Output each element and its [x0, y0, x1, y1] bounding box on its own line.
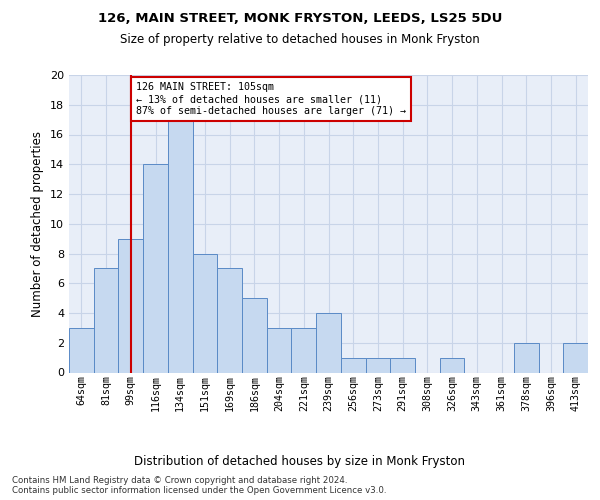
Y-axis label: Number of detached properties: Number of detached properties	[31, 130, 44, 317]
Bar	[365, 358, 390, 372]
Bar	[217, 268, 242, 372]
Text: Contains HM Land Registry data © Crown copyright and database right 2024.: Contains HM Land Registry data © Crown c…	[12, 476, 347, 485]
Text: Size of property relative to detached houses in Monk Fryston: Size of property relative to detached ho…	[120, 32, 480, 46]
Bar	[94, 268, 118, 372]
Bar	[440, 358, 464, 372]
Bar	[242, 298, 267, 372]
Bar	[390, 358, 415, 372]
Text: Contains public sector information licensed under the Open Government Licence v3: Contains public sector information licen…	[12, 486, 386, 495]
Text: 126, MAIN STREET, MONK FRYSTON, LEEDS, LS25 5DU: 126, MAIN STREET, MONK FRYSTON, LEEDS, L…	[98, 12, 502, 26]
Text: 126 MAIN STREET: 105sqm
← 13% of detached houses are smaller (11)
87% of semi-de: 126 MAIN STREET: 105sqm ← 13% of detache…	[136, 82, 406, 116]
Bar	[118, 238, 143, 372]
Bar	[563, 343, 588, 372]
Bar	[341, 358, 365, 372]
Bar	[292, 328, 316, 372]
Bar	[69, 328, 94, 372]
Bar	[316, 313, 341, 372]
Bar	[143, 164, 168, 372]
Bar	[267, 328, 292, 372]
Text: Distribution of detached houses by size in Monk Fryston: Distribution of detached houses by size …	[134, 454, 466, 468]
Bar	[168, 120, 193, 372]
Bar	[514, 343, 539, 372]
Bar	[193, 254, 217, 372]
